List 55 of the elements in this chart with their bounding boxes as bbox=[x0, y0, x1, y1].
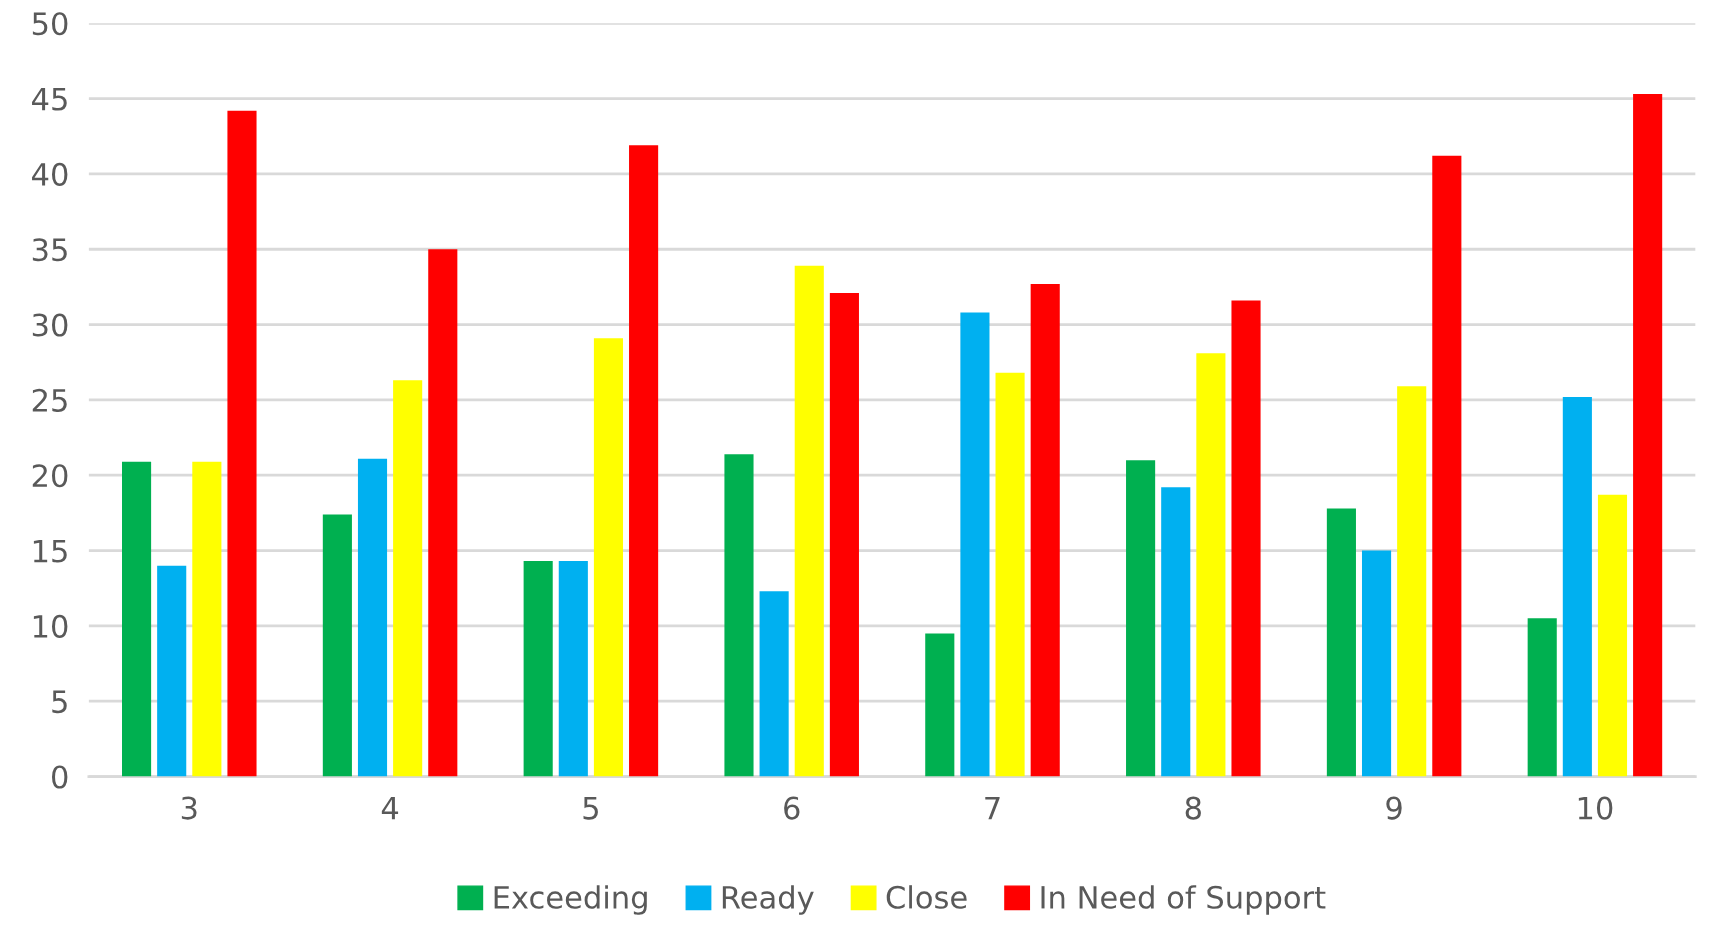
bar bbox=[192, 461, 222, 777]
bar bbox=[1326, 508, 1356, 777]
legend-label: Ready bbox=[722, 885, 814, 915]
bar bbox=[428, 249, 458, 777]
bar bbox=[1597, 494, 1628, 777]
bar bbox=[1432, 155, 1462, 777]
bar bbox=[322, 514, 352, 777]
y-tick-label: 30 bbox=[32, 313, 68, 337]
x-tick-label: 3 bbox=[181, 796, 197, 820]
bar bbox=[1397, 386, 1427, 777]
bar bbox=[794, 265, 824, 777]
y-tick-label: 15 bbox=[33, 539, 67, 563]
bar bbox=[1231, 300, 1261, 777]
bar bbox=[393, 380, 423, 777]
y-tick-label: 10 bbox=[33, 614, 68, 638]
bar bbox=[759, 591, 789, 777]
bar bbox=[995, 372, 1025, 777]
x-tick-label: 4 bbox=[381, 796, 399, 820]
bar bbox=[523, 561, 553, 777]
x-tick-label: 5 bbox=[583, 796, 598, 820]
bar bbox=[1527, 618, 1557, 777]
legend-label: Exceeding bbox=[494, 885, 647, 915]
x-tick-label: 8 bbox=[1185, 796, 1201, 820]
y-tick-label: 45 bbox=[32, 87, 67, 111]
bar bbox=[357, 458, 388, 777]
x-tick-label: 9 bbox=[1386, 796, 1402, 820]
bar bbox=[122, 461, 152, 777]
bar bbox=[1196, 353, 1226, 777]
bar bbox=[1030, 283, 1060, 777]
bar bbox=[724, 454, 754, 777]
x-tick-label: 6 bbox=[784, 796, 800, 820]
y-tick-label: 20 bbox=[32, 464, 68, 488]
bar bbox=[157, 565, 187, 777]
bar bbox=[1633, 94, 1663, 777]
bar bbox=[1361, 550, 1392, 777]
y-tick-label: 40 bbox=[32, 162, 68, 186]
y-tick-label: 5 bbox=[52, 690, 67, 714]
bar bbox=[558, 561, 588, 777]
bar bbox=[227, 110, 257, 777]
bar bbox=[593, 338, 624, 777]
y-tick-label: 0 bbox=[52, 765, 68, 789]
legend-label: In Need of Support bbox=[1041, 885, 1326, 915]
x-tick-label: 7 bbox=[985, 796, 1000, 820]
y-tick-label: 25 bbox=[32, 388, 67, 412]
bar bbox=[960, 312, 990, 777]
bar bbox=[1126, 460, 1156, 777]
y-tick-label: 35 bbox=[32, 238, 67, 262]
x-tick-label: 10 bbox=[1578, 796, 1613, 820]
bar bbox=[629, 145, 659, 777]
legend-label: Close bbox=[886, 885, 967, 909]
bar bbox=[1161, 487, 1191, 777]
bar bbox=[1562, 396, 1592, 777]
bar bbox=[925, 633, 955, 777]
y-tick-label: 50 bbox=[32, 12, 68, 36]
bar bbox=[829, 292, 859, 777]
